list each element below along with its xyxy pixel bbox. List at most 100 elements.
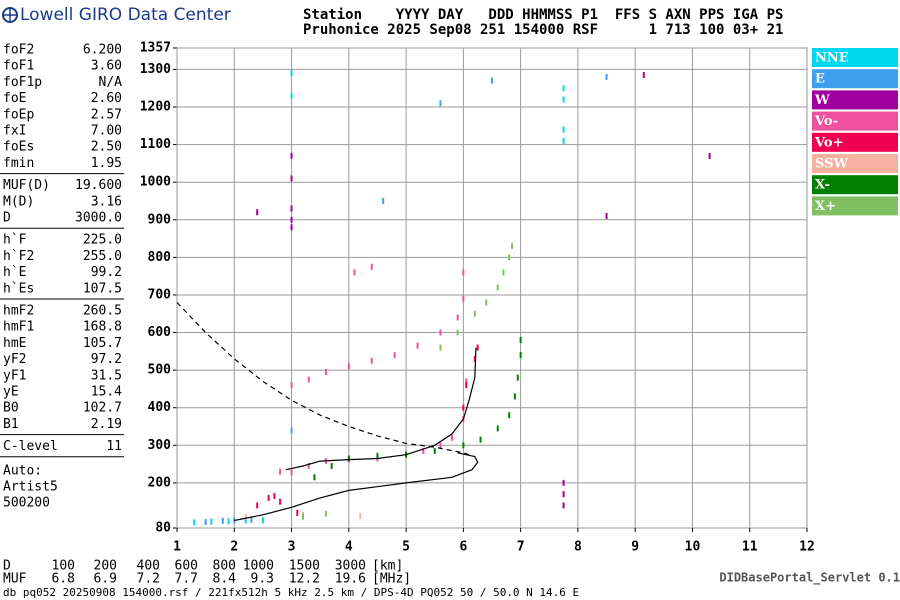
param-name: foE [3, 91, 26, 106]
echo-point [519, 337, 522, 344]
echo-point [261, 517, 264, 524]
profile-curve [285, 347, 477, 471]
footer-value: 100 [52, 559, 75, 574]
y-tick-label: 300 [148, 438, 172, 453]
echo-point [513, 393, 516, 400]
legend-label: X+ [815, 199, 836, 214]
echo-point [562, 85, 565, 92]
echo-point [433, 447, 436, 454]
x-tick-label: 9 [631, 540, 639, 555]
param-name: D [3, 211, 11, 226]
x-tick-label: 3 [288, 540, 296, 555]
echo-point [233, 517, 236, 524]
echo-point [491, 77, 493, 84]
echo-point [462, 295, 465, 302]
y-tick-label: 400 [148, 400, 172, 415]
param-value: 97.2 [91, 352, 122, 367]
echo-point [302, 513, 304, 520]
footer-value: 6.8 [52, 572, 75, 587]
param-value: 105.7 [83, 336, 122, 351]
autoscaling-text: Auto: [3, 463, 42, 478]
legend-label: NNE [815, 51, 849, 66]
legend-swatch [812, 48, 898, 67]
legend-swatch [812, 111, 898, 131]
echo-point [267, 494, 270, 501]
param-value: 31.5 [91, 368, 122, 383]
echo-point [465, 382, 468, 389]
param-value: 1.95 [91, 156, 122, 171]
echo-point [290, 427, 293, 434]
param-name: h`Es [3, 281, 34, 296]
param-name: foF2 [3, 43, 34, 58]
echo-point [290, 205, 293, 212]
echo-point [465, 378, 468, 385]
echo-point [290, 175, 293, 182]
y-tick-label: 1000 [140, 175, 171, 190]
x-tick-label: 6 [459, 540, 467, 555]
legend-label: SSW [815, 157, 848, 172]
site-title: Lowell GIRO Data Center [20, 5, 231, 25]
param-value: 3.16 [91, 194, 122, 209]
param-name: yF2 [3, 352, 26, 367]
param-value: 255.0 [83, 249, 122, 264]
echo-point [370, 263, 373, 270]
echo-point [256, 502, 259, 509]
footer-value: 400 [137, 559, 160, 574]
echo-point [370, 357, 373, 364]
param-name: h`E [3, 265, 26, 280]
echo-point [508, 412, 511, 419]
footer-value: 12.2 [289, 572, 320, 587]
legend-label: W [814, 93, 830, 108]
param-name: h`F [3, 233, 27, 248]
param-name: hmF1 [3, 320, 34, 335]
legend-swatch [812, 154, 898, 173]
echo-point [439, 329, 442, 336]
param-name: hmF2 [3, 304, 34, 319]
param-name: foEp [3, 107, 34, 122]
echo-point [519, 352, 522, 359]
param-value: 99.2 [91, 265, 122, 280]
echo-point [290, 216, 293, 223]
param-value: 7.00 [91, 124, 122, 139]
echo-point [290, 152, 293, 159]
echo-point [462, 404, 465, 411]
muf-curve [176, 302, 475, 458]
header-row: Station YYYY DAY DDD HHMMSS P1 FFS S AXN… [303, 7, 783, 23]
echo-point [290, 70, 293, 77]
y-tick-label: 1100 [140, 137, 171, 152]
footer-value: 1000 [243, 559, 274, 574]
echo-point [496, 284, 499, 291]
footer-label: MUF [3, 572, 27, 587]
param-name: foEs [3, 140, 34, 155]
y-tick-label: 1200 [140, 100, 171, 115]
echo-point [227, 518, 230, 525]
echo-point [562, 137, 565, 144]
param-value: 2.57 [91, 107, 122, 122]
param-name: yF1 [3, 368, 26, 383]
file-info: db pq052 20250908 154000.rsf / 221fx512h… [3, 586, 579, 599]
echo-point [290, 224, 293, 231]
param-name: foF1p [3, 75, 42, 90]
echo-point [496, 425, 499, 432]
y-tick-label: 200 [148, 475, 172, 490]
echo-point [511, 243, 514, 250]
header-values: Pruhonice 2025 Sep08 251 154000 RSF 1 71… [303, 22, 783, 38]
footer-value: 9.3 [251, 572, 274, 587]
legend-label: Vo+ [814, 135, 843, 150]
x-tick-label: 7 [517, 540, 525, 555]
param-name: fxI [3, 124, 26, 139]
param-name: M(D) [3, 194, 34, 209]
echo-point [382, 197, 385, 204]
echo-point [250, 516, 253, 523]
footer-value: 19.6 [335, 572, 366, 587]
autoscaling-text: 500200 [3, 495, 50, 510]
y-tick-label: 1357 [140, 41, 171, 56]
echo-point [347, 455, 350, 462]
legend-swatch [812, 175, 898, 195]
footer-value: 8.4 [213, 572, 237, 587]
echo-point [479, 436, 482, 443]
param-value: 102.7 [83, 401, 122, 416]
param-value: 2.19 [91, 417, 122, 432]
param-name: C-level [3, 439, 58, 454]
